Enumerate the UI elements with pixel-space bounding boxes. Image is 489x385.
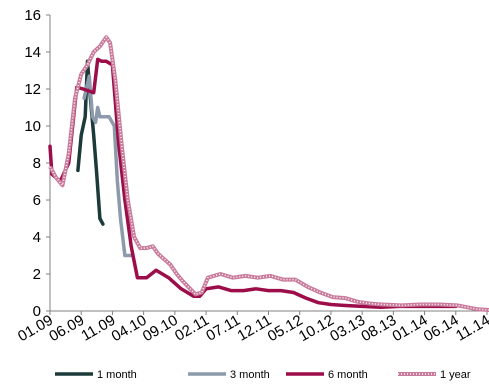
y-tick-label: 0 bbox=[33, 303, 41, 320]
series-line-1-year bbox=[48, 35, 489, 313]
y-tick-label: 4 bbox=[33, 229, 41, 246]
legend-label: 3 month bbox=[230, 369, 270, 381]
y-tick-label: 16 bbox=[24, 7, 41, 24]
y-tick-label: 6 bbox=[33, 192, 41, 209]
y-tick-label: 12 bbox=[24, 81, 41, 98]
series-line-3-month bbox=[82, 74, 133, 258]
legend-label: 1 month bbox=[97, 369, 137, 381]
series-line-6-month bbox=[48, 57, 458, 310]
legend-label: 6 month bbox=[328, 369, 368, 381]
y-tick-label: 8 bbox=[33, 155, 41, 172]
y-tick-label: 2 bbox=[33, 266, 41, 283]
y-tick-label: 14 bbox=[24, 44, 41, 61]
x-axis-ticks: 01.0906.0911.0904.1009.1002.1107.1112.11… bbox=[15, 311, 489, 345]
legend-label: 1 year bbox=[440, 369, 471, 381]
y-tick-label: 10 bbox=[24, 118, 41, 135]
x-tick-label: 11.14 bbox=[453, 312, 489, 345]
legend: 1 month 3 month 6 month 1 year bbox=[55, 369, 471, 381]
y-axis-ticks: 0 2 4 6 8 10 12 14 16 bbox=[24, 7, 50, 320]
series-lines bbox=[48, 35, 489, 313]
